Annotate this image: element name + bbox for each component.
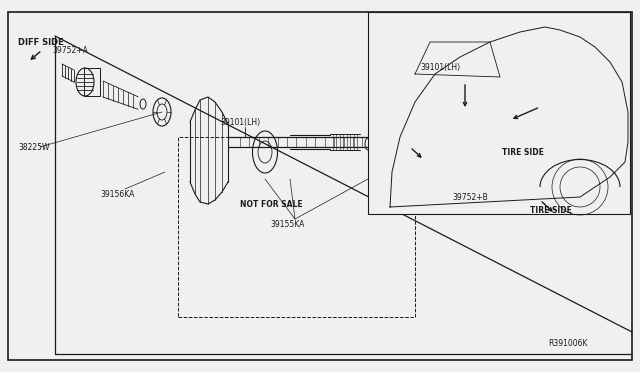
Text: R391006K: R391006K [548,340,588,349]
Text: 39101(LH): 39101(LH) [220,118,260,126]
Bar [84,68,100,96]
Text: DIFF SIDE: DIFF SIDE [18,38,64,46]
Text: TIRE SIDE: TIRE SIDE [502,148,544,157]
Text: 39752+A: 39752+A [52,45,88,55]
Text: TIRE SIDE: TIRE SIDE [530,205,572,215]
Bar [368,12,630,214]
Text: 39752+B: 39752+B [452,192,488,202]
Text: 38225W: 38225W [18,142,49,151]
Text: 39155KA: 39155KA [270,219,305,228]
Text: 39101(LH): 39101(LH) [420,62,460,71]
Bar [178,137,415,317]
Text: NOT FOR SALE: NOT FOR SALE [240,199,303,208]
Text: 39156KA: 39156KA [100,189,134,199]
